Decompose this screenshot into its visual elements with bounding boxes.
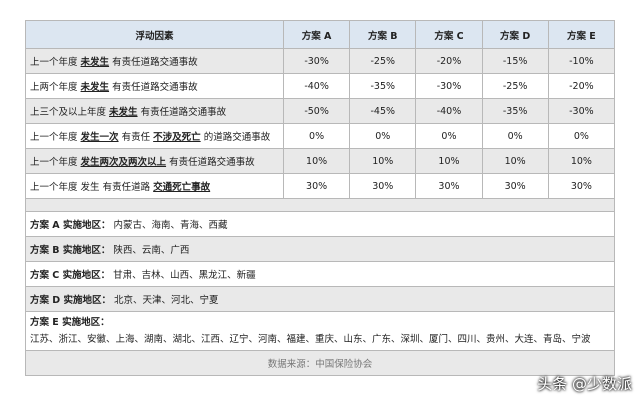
header: 方案 D <box>481 20 549 49</box>
value: -15% <box>481 48 549 74</box>
region-row: 方案 E 实施地区： 江苏、浙江、安徽、上海、湖南、湖北、江西、辽宁、河南、福建、… <box>25 311 615 351</box>
row: 上三个及以上年度 未发生 有责任道路交通事故 -50% -45% -40% -35% -3… <box>25 98 616 124</box>
emphasis: 未发生 <box>80 57 110 68</box>
header: 方案 B <box>349 20 417 49</box>
region-row: 方案 B 实施地区： 陕西、云南、广西 <box>25 236 615 262</box>
value: -40% <box>282 73 351 99</box>
value: -10% <box>547 48 616 74</box>
value: -30% <box>282 48 351 74</box>
emphasis: 未发生 <box>80 82 110 93</box>
source-row: 数据来源：中国保险协会 <box>25 350 615 376</box>
region-label: 方案 B 实施地区： <box>30 245 111 256</box>
value: -20% <box>415 48 483 74</box>
value: 0% <box>415 123 483 149</box>
region-label: 方案 E 实施地区： <box>30 317 110 328</box>
value: -35% <box>349 73 417 99</box>
region: 方案 B 实施地区： 陕西、云南、广西 <box>25 236 615 262</box>
header: 方案 E <box>547 20 616 49</box>
region-areas: 陕西、云南、广西 <box>113 245 190 256</box>
text: 上一个年度 <box>30 57 78 68</box>
value: 30% <box>349 173 417 199</box>
value: 10% <box>349 148 417 174</box>
region-areas: 内蒙古、海南、青海、西藏 <box>113 220 228 231</box>
watermark: 头条 @少数派 <box>537 375 632 393</box>
text: 的道路交通事故 <box>203 132 271 143</box>
header: 浮动因素 <box>25 20 284 49</box>
header-row: 浮动因素 方案 A 方案 B 方案 C 方案 D 方案 E <box>25 20 616 49</box>
text: 上三个及以上年度 <box>30 107 107 118</box>
region-areas: 江苏、浙江、安徽、上海、湖南、湖北、江西、辽宁、河南、福建、重庆、山东、广东、深… <box>30 334 591 345</box>
text: 有责任道路 <box>102 182 151 193</box>
region-row: 方案 C 实施地区： 甘肃、吉林、山西、黑龙江、新疆 <box>25 261 615 287</box>
text: 上一个年度 <box>30 182 78 193</box>
region-row: 方案 A 实施地区： 内蒙古、海南、青海、西藏 <box>25 211 615 237</box>
row: 上一个年度 未发生 有责任道路交通事故 -30% -25% -20% -15% -10% <box>25 48 616 74</box>
region-label: 方案 C 实施地区： <box>30 270 111 281</box>
factor: 上一个年度 发生 有责任道路 交通死亡事故 <box>25 173 284 199</box>
text: 有责任道路交通事故 <box>112 82 198 93</box>
value: -30% <box>547 98 616 124</box>
value: -30% <box>415 73 483 99</box>
value: 10% <box>282 148 351 174</box>
region: 方案 E 实施地区： 江苏、浙江、安徽、上海、湖南、湖北、江西、辽宁、河南、福建、… <box>25 311 615 351</box>
source: 数据来源：中国保险协会 <box>25 350 615 376</box>
text: 上一个年度 <box>30 157 78 168</box>
value: 30% <box>547 173 616 199</box>
value: 30% <box>282 173 351 199</box>
region-areas: 北京、天津、河北、宁夏 <box>114 295 219 306</box>
row: 上一个年度 发生两次及两次以上 有责任道路交通事故 10% 10% 10% 10% 10% <box>25 148 616 174</box>
spacer-row <box>25 198 615 212</box>
region: 方案 D 实施地区： 北京、天津、河北、宁夏 <box>25 286 615 312</box>
header: 方案 C <box>415 20 483 49</box>
value: -25% <box>349 48 417 74</box>
text: 有责任道路交通事故 <box>112 57 198 68</box>
text: 有责任道路交通事故 <box>169 157 255 168</box>
emphasis: 发生一次 <box>80 132 119 143</box>
value: 0% <box>349 123 417 149</box>
row: 上一个年度 发生一次 有责任 不涉及死亡 的道路交通事故 0% 0% 0% 0% 0% <box>25 123 616 149</box>
factor: 上三个及以上年度 未发生 有责任道路交通事故 <box>25 98 284 124</box>
value: 10% <box>415 148 483 174</box>
value: -25% <box>481 73 549 99</box>
row: 上一个年度 发生 有责任道路 交通死亡事故 30% 30% 30% 30% 30% <box>25 173 616 199</box>
value: 10% <box>547 148 616 174</box>
text: 有责任道路交通事故 <box>140 107 227 118</box>
header: 方案 A <box>282 20 351 49</box>
table: 浮动因素 方案 A 方案 B 方案 C 方案 D 方案 E 上一个年度 未发生 … <box>25 20 616 376</box>
value: -35% <box>481 98 549 124</box>
row: 上两个年度 未发生 有责任道路交通事故 -40% -35% -30% -25% -20% <box>25 73 616 99</box>
region-row: 方案 D 实施地区： 北京、天津、河北、宁夏 <box>25 286 615 312</box>
value: 0% <box>547 123 616 149</box>
region: 方案 C 实施地区： 甘肃、吉林、山西、黑龙江、新疆 <box>25 261 615 287</box>
value: -45% <box>349 98 417 124</box>
value: -50% <box>282 98 351 124</box>
factor: 上一个年度 发生一次 有责任 不涉及死亡 的道路交通事故 <box>25 123 284 149</box>
emphasis: 未发生 <box>109 107 138 118</box>
value: 30% <box>415 173 483 199</box>
factor: 上一个年度 未发生 有责任道路交通事故 <box>25 48 284 74</box>
emphasis: 交通死亡事故 <box>153 182 211 193</box>
region-areas: 甘肃、吉林、山西、黑龙江、新疆 <box>113 270 256 281</box>
factor: 上一个年度 发生两次及两次以上 有责任道路交通事故 <box>25 148 284 174</box>
factor: 上两个年度 未发生 有责任道路交通事故 <box>25 73 284 99</box>
text: 上一个年度 <box>30 132 78 143</box>
value: 0% <box>481 123 549 149</box>
emphasis: 发生两次及两次以上 <box>80 157 167 168</box>
value: -20% <box>547 73 616 99</box>
region-label: 方案 D 实施地区： <box>30 295 112 306</box>
text: 上两个年度 <box>30 82 78 93</box>
value: -40% <box>415 98 483 124</box>
value: 0% <box>282 123 351 149</box>
value: 30% <box>481 173 549 199</box>
region: 方案 A 实施地区： 内蒙古、海南、青海、西藏 <box>25 211 615 237</box>
text: 有责任 <box>121 132 151 143</box>
text: 发生 <box>80 182 100 193</box>
region-label: 方案 A 实施地区： <box>30 220 111 231</box>
value: 10% <box>481 148 549 174</box>
emphasis: 不涉及死亡 <box>153 132 201 143</box>
